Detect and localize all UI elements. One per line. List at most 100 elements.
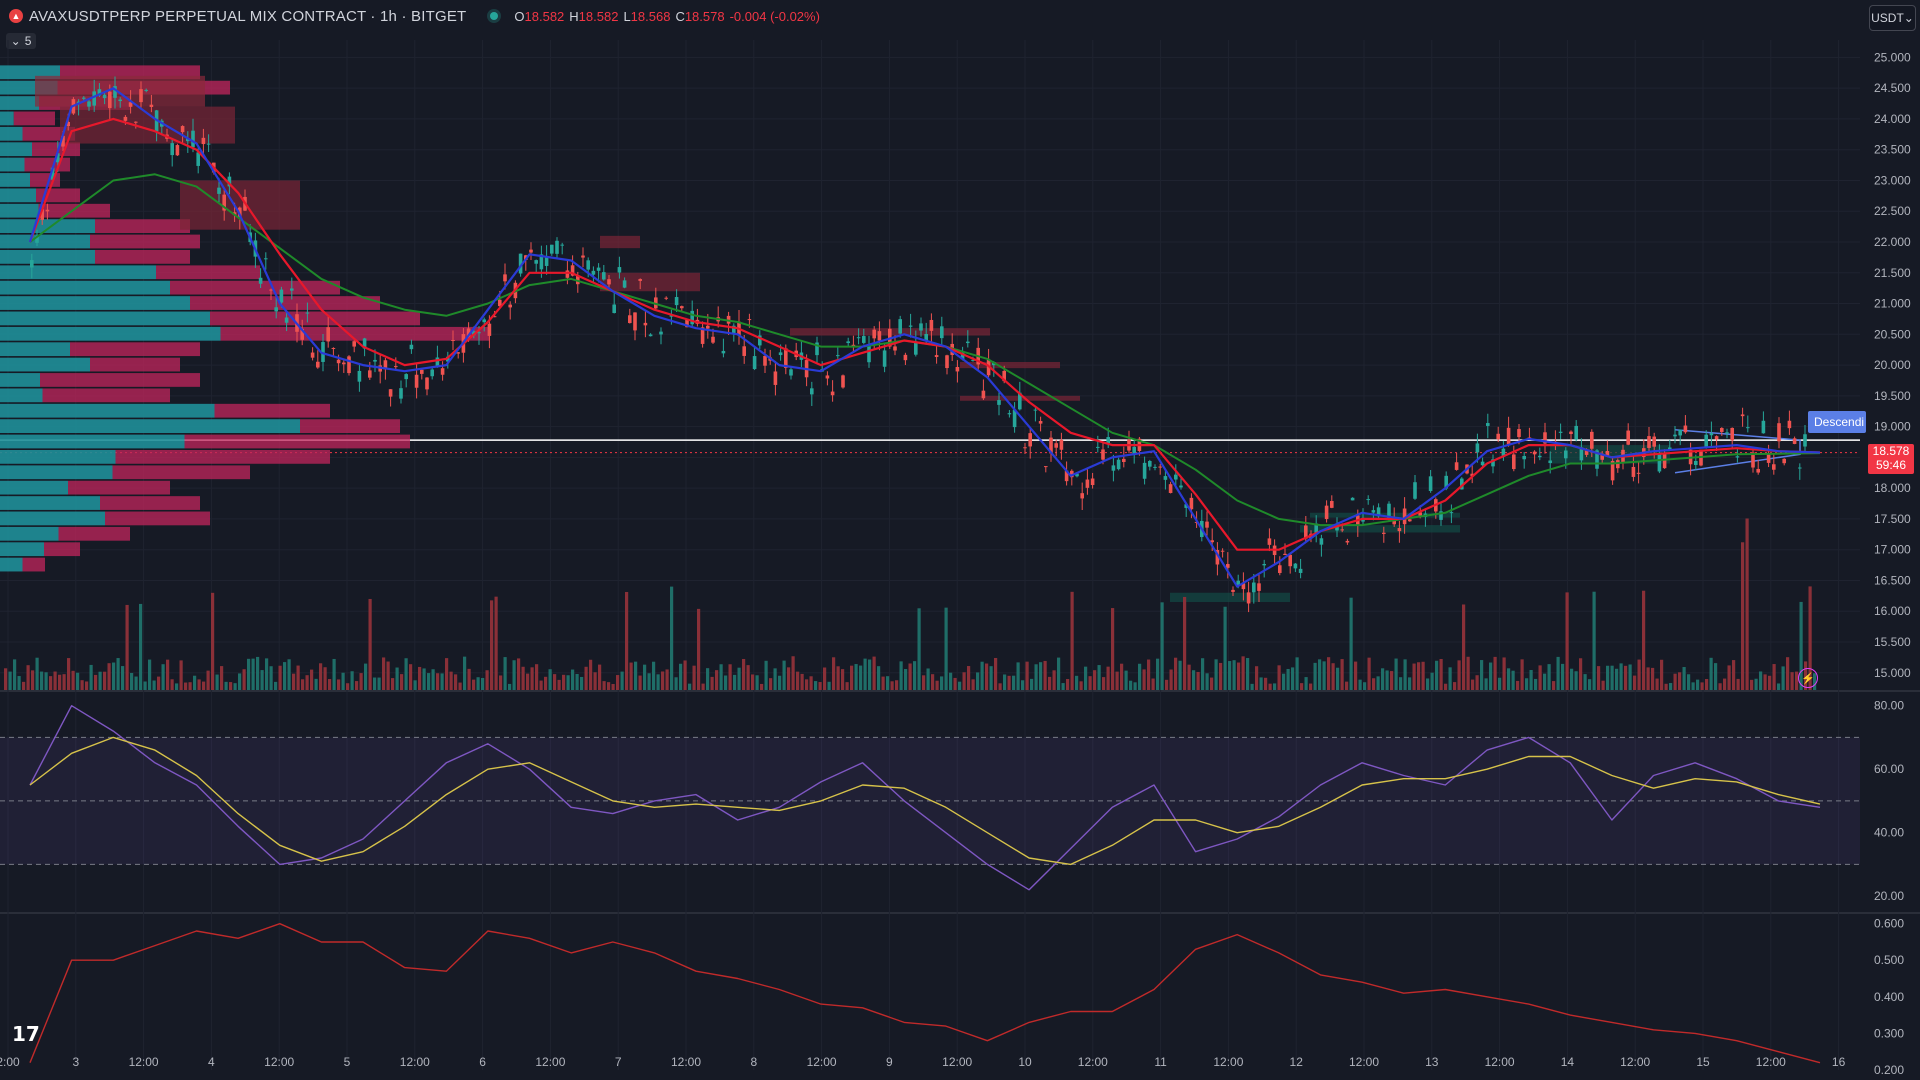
candle-body	[30, 260, 34, 268]
candle-body	[1751, 452, 1755, 468]
candle-body	[508, 304, 512, 308]
profile-sell-bar	[90, 234, 200, 249]
volume-bar	[769, 678, 773, 690]
candle-body	[269, 289, 273, 291]
volume-bar	[215, 674, 219, 690]
candle-body	[1044, 466, 1048, 468]
profile-sell-bar	[210, 311, 420, 326]
candle-body	[664, 297, 668, 299]
volume-bar	[553, 674, 557, 690]
indicators-collapse-button[interactable]: ⌄ 5	[6, 33, 36, 49]
candle-body	[1454, 462, 1459, 470]
volume-bar	[220, 666, 224, 690]
time-tick-label: 12:00	[1349, 1055, 1379, 1069]
ohlc-high: H18.582	[569, 8, 619, 24]
volume-bar	[908, 663, 912, 690]
candle-body	[1616, 460, 1620, 469]
volume-bar	[1016, 662, 1020, 690]
candle-body	[622, 280, 627, 288]
volume-bar	[1304, 677, 1308, 690]
price-tick-label: 21.500	[1874, 266, 1911, 280]
volume-bar	[80, 680, 84, 690]
time-tick-label: 13	[1425, 1055, 1439, 1069]
candle-body	[1626, 430, 1630, 445]
candle-body	[1387, 503, 1391, 519]
candle-body	[1397, 528, 1402, 532]
candle-body	[778, 352, 783, 356]
candle-body	[1460, 478, 1464, 490]
candle-body	[45, 209, 50, 212]
candle-body	[87, 101, 91, 107]
candle-body	[945, 355, 949, 369]
volume-bar	[818, 682, 822, 690]
candle-body	[368, 370, 372, 378]
tradingview-logo[interactable]: 17	[12, 1022, 40, 1046]
volume-bar	[1777, 683, 1781, 690]
candle-body	[492, 316, 497, 318]
candle-body	[1210, 540, 1214, 543]
candle-body	[1064, 470, 1069, 482]
volume-bar	[1633, 675, 1637, 690]
pattern-label[interactable]: Descendi	[1808, 411, 1866, 433]
candle-body	[914, 342, 918, 355]
volume-bar	[1300, 683, 1304, 690]
candle-body	[1101, 449, 1105, 460]
candle-body	[1558, 431, 1563, 433]
profile-buy-bar	[0, 388, 43, 403]
volume-bar	[611, 683, 615, 690]
candle-body	[659, 331, 663, 335]
candle-body	[1579, 447, 1584, 461]
volume-bar	[1295, 657, 1299, 690]
candle-body	[139, 89, 143, 103]
candle-body	[633, 312, 637, 331]
order-block-zone	[1300, 525, 1460, 533]
candle-body	[1116, 459, 1121, 470]
time-tick-label: 12:00	[129, 1055, 159, 1069]
volume-bar	[1714, 663, 1718, 690]
candle-body	[1106, 437, 1110, 444]
candle-body	[893, 346, 897, 351]
volume-bar	[1448, 667, 1452, 690]
volume-bar	[341, 672, 345, 690]
symbol-title[interactable]: AVAXUSDTPERP PERPETUAL MIX CONTRACT · 1h…	[29, 7, 467, 25]
candle-body	[373, 359, 377, 362]
volume-bar	[211, 592, 215, 690]
volume-bar	[1426, 678, 1430, 690]
volume-bar	[418, 666, 422, 690]
candle-body	[1709, 433, 1714, 436]
candle-body	[1335, 525, 1339, 531]
volume-bar	[926, 668, 930, 690]
volume-bar	[1007, 675, 1011, 690]
profile-buy-bar	[0, 96, 39, 110]
volume-bar	[841, 669, 845, 690]
candle-body	[924, 334, 928, 341]
ema-fast-line	[28, 87, 1821, 588]
volume-bar	[1160, 602, 1164, 690]
profile-sell-bar	[68, 480, 170, 495]
volume-bar	[1057, 657, 1061, 690]
profile-buy-bar	[0, 157, 25, 172]
volume-bar	[629, 662, 633, 690]
candle-body	[1636, 472, 1641, 474]
currency-select[interactable]: USDT ⌄	[1869, 5, 1916, 31]
volume-bar	[823, 667, 827, 690]
candle-body	[711, 336, 715, 343]
volume-bar	[1367, 657, 1371, 690]
volume-bar	[1786, 657, 1790, 690]
volume-bar	[1138, 663, 1142, 690]
candle-body	[144, 89, 148, 91]
volume-bar	[1624, 665, 1628, 690]
candle-body	[1252, 582, 1256, 593]
volume-bar	[1187, 664, 1191, 690]
volume-bar	[1606, 665, 1610, 690]
volume-bar	[130, 672, 134, 690]
candle-body	[586, 260, 590, 270]
candle-body	[1517, 429, 1521, 438]
candle-body	[451, 340, 455, 342]
candle-body	[1668, 447, 1672, 450]
candle-body	[1610, 460, 1615, 481]
volume-bar	[305, 675, 309, 690]
candle-body	[1049, 437, 1053, 454]
lightning-icon[interactable]: ⚡	[1798, 668, 1818, 688]
